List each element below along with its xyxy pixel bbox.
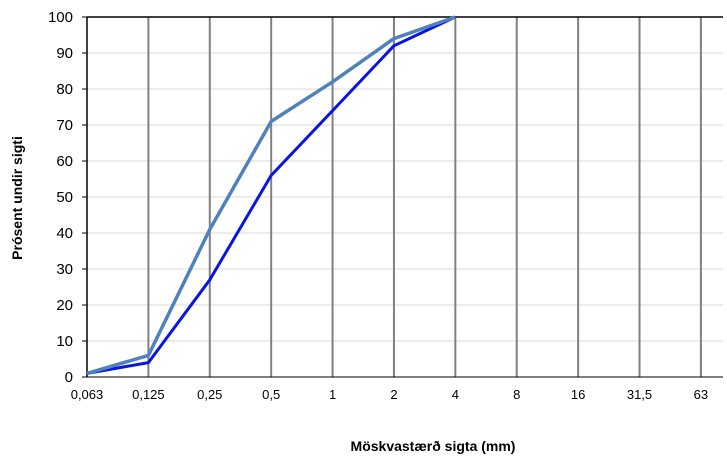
- y-tick-label: 80: [56, 81, 73, 98]
- x-tick-label: 0,063: [71, 387, 104, 402]
- y-tick-label: 30: [56, 261, 73, 278]
- x-tick-label: 16: [571, 387, 585, 402]
- series-line-2: [86, 15, 456, 376]
- y-tick-label: 70: [56, 117, 73, 134]
- y-tick-label: 100: [48, 9, 73, 26]
- y-tick-label: 10: [56, 333, 73, 350]
- x-tick-label: 4: [452, 387, 459, 402]
- y-tick-label: 90: [56, 45, 73, 62]
- x-tick-label: 0,25: [197, 387, 222, 402]
- y-tick-label: 60: [56, 153, 73, 170]
- x-tick-label: 0,125: [132, 387, 165, 402]
- series-line-1: [86, 15, 456, 375]
- y-tick-label: 40: [56, 225, 73, 242]
- y-tick-label: 50: [56, 189, 73, 206]
- x-axis-title: Möskvastærð sigta (mm): [350, 438, 516, 454]
- y-tick-label: 20: [56, 297, 73, 314]
- x-tick-label: 0,5: [262, 387, 280, 402]
- y-axis-title: Prósent undir sigti: [9, 136, 25, 260]
- x-tick-label: 8: [513, 387, 520, 402]
- x-tick-label: 2: [390, 387, 397, 402]
- x-tick-label: 1: [329, 387, 336, 402]
- x-tick-label: 31,5: [627, 387, 652, 402]
- x-tick-label: 63: [694, 387, 708, 402]
- y-tick-label: 0: [65, 369, 73, 386]
